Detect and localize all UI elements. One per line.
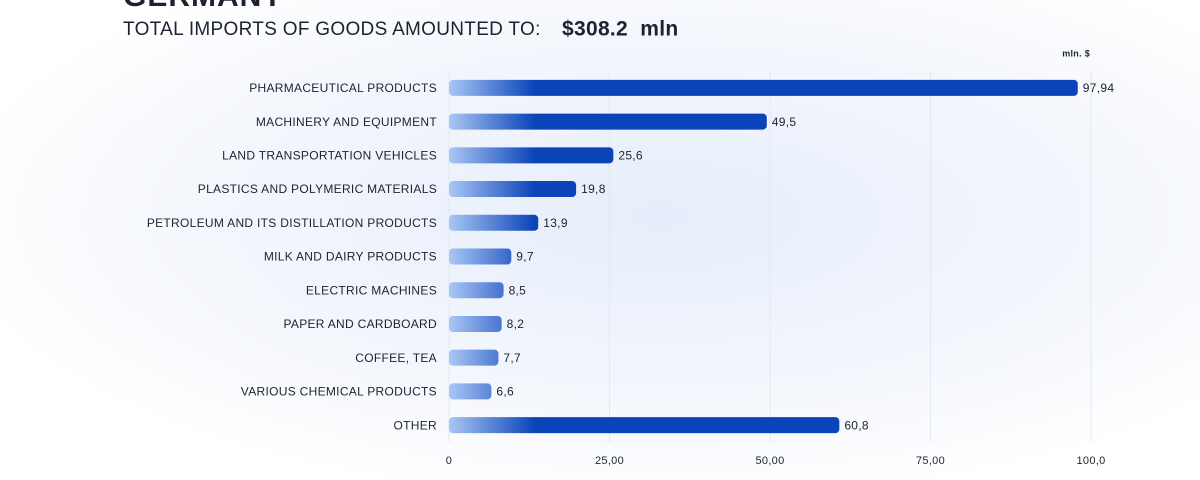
bar xyxy=(449,181,577,198)
value-label: 6,6 xyxy=(496,385,514,399)
value-label: 60,8 xyxy=(844,418,869,432)
value-label: 19,8 xyxy=(581,182,606,196)
bar xyxy=(449,417,840,434)
x-tick-label: 100,0 xyxy=(1076,455,1105,467)
bar xyxy=(449,79,1078,96)
unit-label: mln. $ xyxy=(1062,48,1090,58)
x-tick-label: 0 xyxy=(446,455,452,467)
value-label: 7,7 xyxy=(503,351,521,365)
bars: PHARMACEUTICAL PRODUCTS 97,94 MACHINERY AN… xyxy=(147,79,1115,434)
bar xyxy=(449,248,512,265)
bar xyxy=(449,147,614,164)
bar xyxy=(449,383,492,400)
category-label: OTHER xyxy=(394,418,438,432)
category-label: LAND TRANSPORTATION VEHICLES xyxy=(222,148,437,162)
category-label: PLASTICS AND POLYMERIC MATERIALS xyxy=(198,182,437,196)
category-label: PHARMACEUTICAL PRODUCTS xyxy=(249,81,437,95)
bar xyxy=(449,315,502,332)
category-label: VARIOUS CHEMICAL PRODUCTS xyxy=(241,385,437,399)
category-label: PETROLEUM AND ITS DISTILLATION PRODUCTS xyxy=(147,216,437,230)
total: $308.2 mln xyxy=(562,18,679,41)
subtitle: TOTAL IMPORTS OF GOODS AMOUNTED TO: xyxy=(123,19,541,40)
category-label: MACHINERY AND EQUIPMENT xyxy=(256,115,438,129)
category-label: ELECTRIC MACHINES xyxy=(306,283,437,297)
category-label: MILK AND DAIRY PRODUCTS xyxy=(264,250,437,264)
bar xyxy=(449,214,539,231)
value-label: 13,9 xyxy=(543,216,568,230)
grid: 0 25,00 50,00 75,00 100,0 xyxy=(446,71,1105,467)
bar xyxy=(449,349,499,366)
value-label: 25,6 xyxy=(618,148,643,162)
bar xyxy=(449,113,767,130)
value-label: 97,94 xyxy=(1083,81,1115,95)
value-label: 9,7 xyxy=(516,250,534,264)
value-label: 8,2 xyxy=(507,317,525,331)
chart-title: GERMANY xyxy=(123,0,283,13)
x-tick-label: 25,00 xyxy=(595,455,624,467)
category-label: PAPER AND CARDBOARD xyxy=(283,317,437,331)
value-label: 8,5 xyxy=(509,283,527,297)
x-tick-label: 50,00 xyxy=(755,455,784,467)
category-label: COFFEE, TEA xyxy=(355,351,437,365)
bar xyxy=(449,282,504,299)
x-tick-label: 75,00 xyxy=(916,455,945,467)
value-label: 49,5 xyxy=(772,115,797,129)
